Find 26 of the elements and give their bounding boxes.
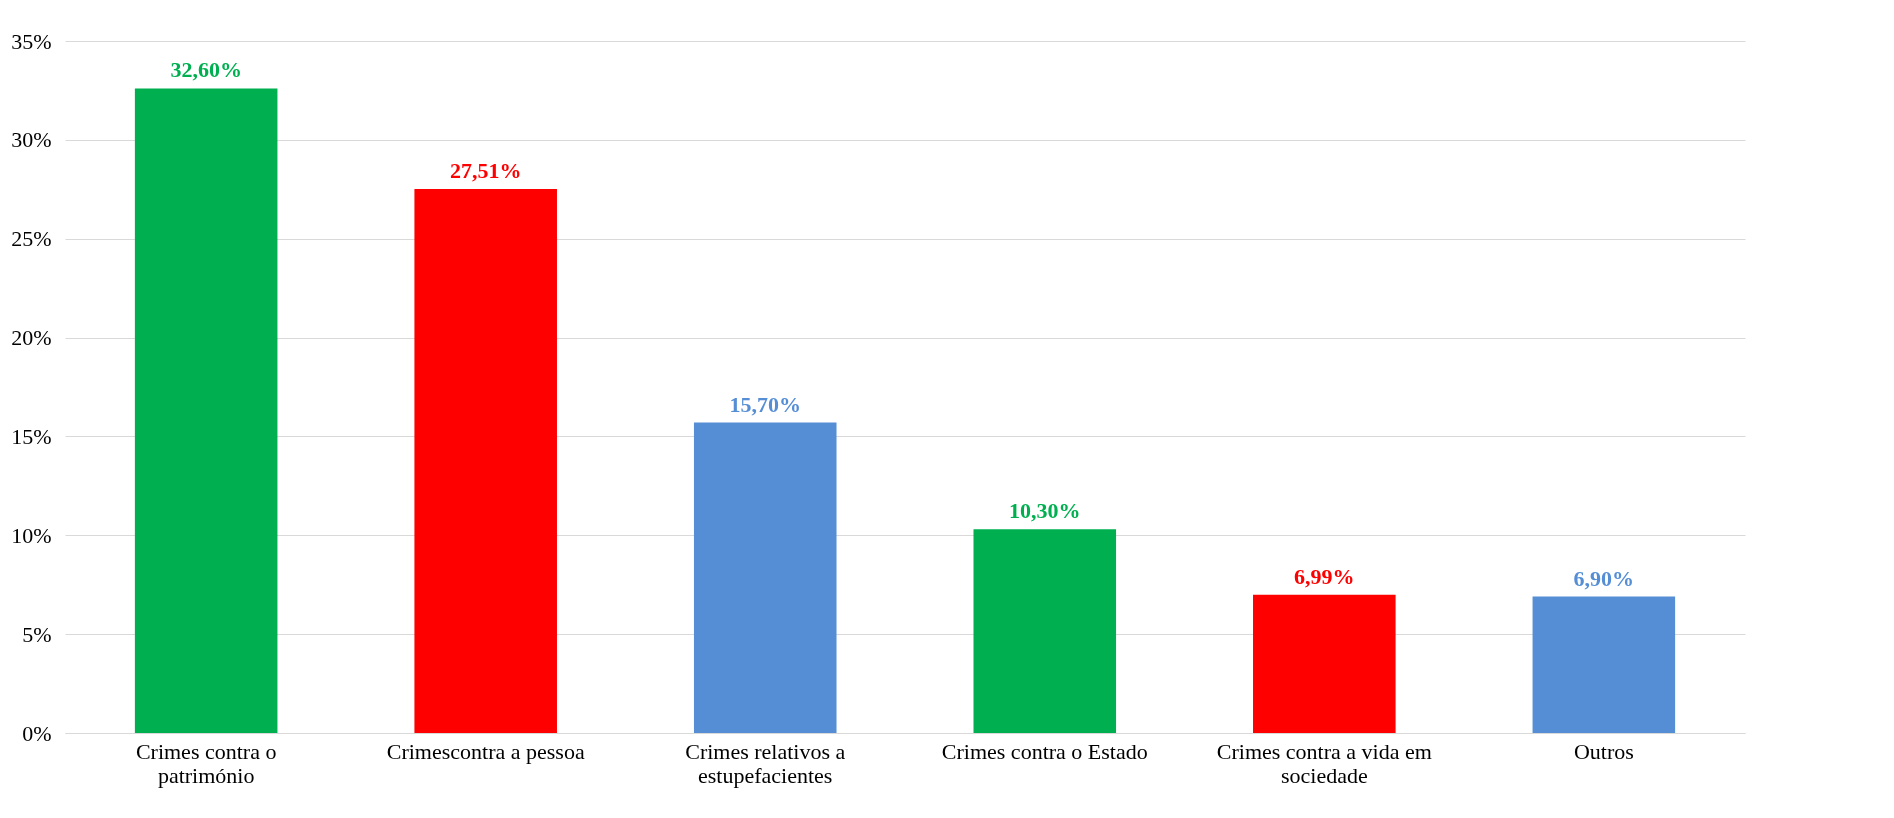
bar (1532, 596, 1676, 733)
y-tick-label: 35% (11, 28, 52, 54)
data-label: 6,99% (1294, 563, 1355, 589)
x-tick-label: Crimes contra o Estado (941, 738, 1148, 764)
data-label: 27,51% (449, 158, 522, 184)
y-tick-label: 25% (11, 226, 52, 252)
x-tick-label: Crimes contra o património (135, 738, 277, 788)
y-tick-label: 30% (11, 127, 52, 153)
data-label: 10,30% (1009, 498, 1081, 524)
bar (1253, 594, 1396, 733)
data-label: 15,70% (729, 391, 801, 417)
y-tick-label: 20% (11, 325, 52, 351)
data-label: 32,60% (170, 57, 242, 83)
bar (414, 189, 557, 733)
bar (134, 88, 278, 733)
x-tick-label: Crimes contra a vida em sociedade (1216, 738, 1432, 788)
x-tick-label: Crimescontra a pessoa (386, 738, 585, 764)
y-tick-label: 0% (22, 720, 52, 746)
data-label: 6,90% (1573, 565, 1635, 591)
y-tick-label: 10% (11, 522, 52, 548)
bar (973, 529, 1117, 733)
x-tick-label: Outros (1573, 738, 1634, 764)
x-tick-label: Crimes relativos a estupefacientes (685, 738, 846, 788)
y-tick-label: 15% (11, 423, 52, 449)
bar (693, 422, 837, 733)
y-tick-label: 5% (22, 621, 52, 647)
